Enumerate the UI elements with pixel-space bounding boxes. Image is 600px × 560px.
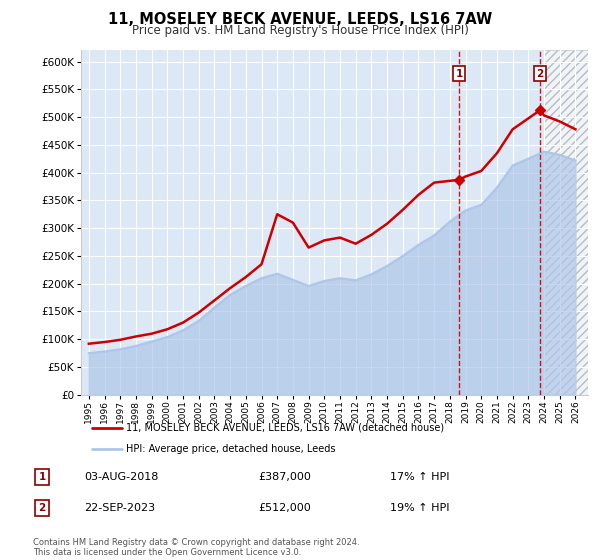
Text: Contains HM Land Registry data © Crown copyright and database right 2024.
This d: Contains HM Land Registry data © Crown c… (33, 538, 359, 557)
Text: 1: 1 (455, 69, 463, 79)
Text: 19% ↑ HPI: 19% ↑ HPI (390, 503, 449, 513)
Text: 1: 1 (38, 472, 46, 482)
Bar (544, 50, 588, 395)
Text: 03-AUG-2018: 03-AUG-2018 (84, 472, 158, 482)
Text: 17% ↑ HPI: 17% ↑ HPI (390, 472, 449, 482)
Text: 11, MOSELEY BECK AVENUE, LEEDS, LS16 7AW (detached house): 11, MOSELEY BECK AVENUE, LEEDS, LS16 7AW… (127, 423, 445, 433)
Text: 22-SEP-2023: 22-SEP-2023 (84, 503, 155, 513)
Text: £512,000: £512,000 (258, 503, 311, 513)
Text: 11, MOSELEY BECK AVENUE, LEEDS, LS16 7AW: 11, MOSELEY BECK AVENUE, LEEDS, LS16 7AW (108, 12, 492, 27)
Text: HPI: Average price, detached house, Leeds: HPI: Average price, detached house, Leed… (127, 444, 336, 454)
Bar (544, 50, 588, 395)
Text: £387,000: £387,000 (258, 472, 311, 482)
Text: Price paid vs. HM Land Registry's House Price Index (HPI): Price paid vs. HM Land Registry's House … (131, 24, 469, 36)
Text: 2: 2 (38, 503, 46, 513)
Text: 2: 2 (536, 69, 544, 79)
